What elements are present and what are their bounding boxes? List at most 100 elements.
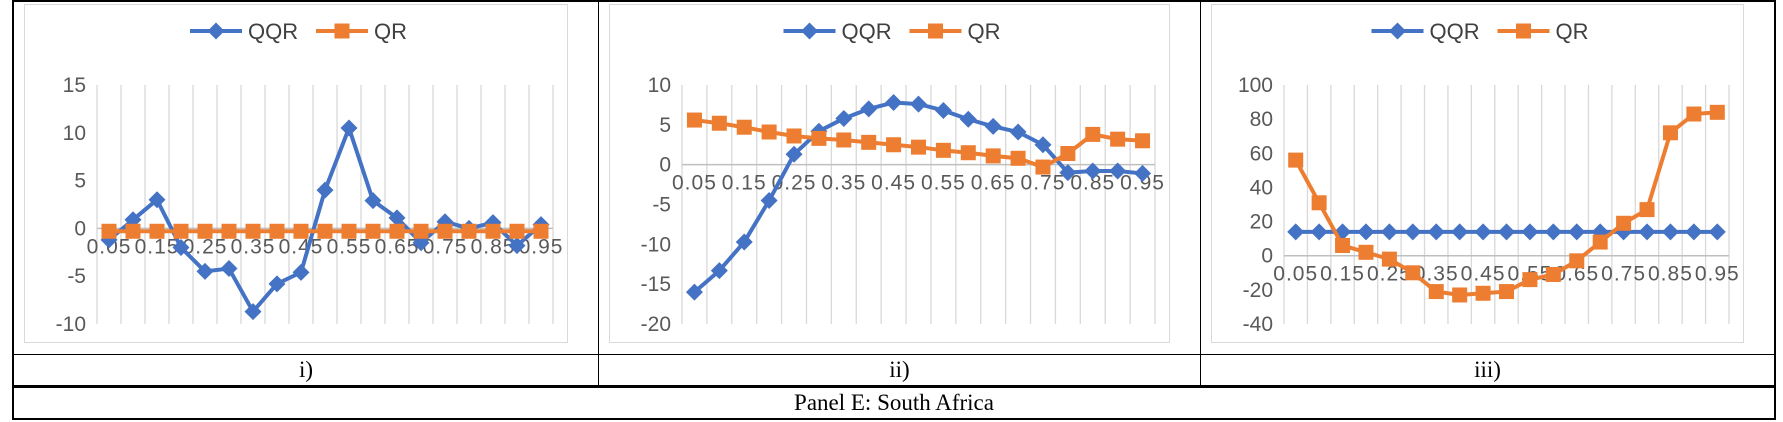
square-marker — [1358, 244, 1374, 260]
panel-label-i: i) — [298, 357, 314, 382]
x-tick-label: 0.55 — [921, 172, 966, 195]
x-tick-label: 0.15 — [1320, 263, 1365, 286]
diamond-marker — [388, 209, 406, 227]
legend-item-qr: QR — [316, 19, 407, 44]
y-tick-label: 15 — [63, 74, 86, 97]
x-tick-label: 0.75 — [423, 235, 468, 258]
square-marker — [786, 128, 802, 144]
x-tick-label: 0.35 — [821, 172, 866, 195]
square-marker — [861, 134, 877, 150]
square-marker — [1035, 159, 1051, 175]
diamond-marker — [1521, 223, 1539, 241]
y-tick-label: -40 — [1243, 313, 1273, 336]
panel-label-iii: iii) — [1474, 357, 1501, 382]
x-tick-label: 0.85 — [1070, 172, 1115, 195]
y-tick-label: 80 — [1250, 108, 1273, 131]
table-caption: Panel E: South Africa — [794, 390, 994, 415]
y-tick-label: 100 — [1238, 74, 1273, 97]
caption-row: Panel E: South Africa — [14, 385, 1774, 418]
square-marker — [334, 23, 350, 39]
y-tick-label: -20 — [1243, 279, 1273, 302]
diamond-marker — [364, 192, 382, 210]
panel-i-cell: 15 10 5 0 -5 -10 0.050.150.250.350.450.550.650… — [14, 2, 599, 354]
square-marker — [811, 130, 827, 146]
series-qqr — [685, 94, 1152, 301]
y-tick-label: 0 — [659, 154, 671, 177]
x-tick-label: 0.15 — [722, 172, 767, 195]
diamond-marker — [148, 191, 166, 209]
y-axis-tick-labels: 15 10 5 0 -5 -10 — [56, 74, 86, 336]
legend-item-qqr: QQR — [1371, 19, 1480, 44]
gridlines — [1283, 85, 1730, 324]
diamond-marker — [1427, 223, 1445, 241]
diamond-marker — [685, 283, 703, 301]
diamond-marker — [220, 260, 238, 278]
square-marker — [221, 223, 237, 239]
x-tick-label: 0.05 — [1273, 263, 1318, 286]
figure-table: 151050-5-100.050.150.250.350.450.550.650… — [12, 0, 1776, 420]
diamond-marker — [1708, 223, 1726, 241]
square-marker — [317, 223, 333, 239]
y-axis-tick-labels: 10 5 0 -5 -10 -15 -20 — [641, 74, 671, 336]
diamond-marker — [1380, 223, 1398, 241]
square-marker — [1428, 284, 1444, 300]
diamond-marker — [785, 145, 803, 163]
square-marker — [1545, 266, 1561, 282]
diamond-marker — [1474, 223, 1492, 241]
square-marker — [1522, 272, 1538, 288]
x-tick-label: 0.45 — [871, 172, 916, 195]
square-marker — [1135, 133, 1151, 149]
square-marker — [1686, 106, 1702, 122]
diamond-marker — [801, 22, 818, 40]
square-marker — [1010, 150, 1026, 166]
diamond-marker — [1310, 223, 1328, 241]
diamond-marker — [1451, 223, 1469, 241]
diamond-marker — [340, 119, 358, 137]
diamond-marker — [1287, 223, 1305, 241]
diamond-marker — [244, 303, 262, 321]
diamond-marker — [508, 237, 526, 255]
square-marker — [1381, 251, 1397, 267]
square-marker — [886, 137, 902, 153]
x-tick-label: 0.55 — [327, 235, 372, 258]
square-marker — [1288, 152, 1304, 168]
y-tick-label: -15 — [641, 273, 671, 296]
diamond-marker — [735, 233, 753, 251]
x-tick-label: 0.75 — [1601, 263, 1646, 286]
square-marker — [1085, 126, 1101, 142]
square-marker — [509, 223, 525, 239]
y-tick-label: 10 — [63, 122, 86, 145]
x-tick-label: 0.25 — [1367, 263, 1412, 286]
square-marker — [173, 223, 189, 239]
diamond-marker — [172, 239, 190, 257]
series-qr — [1288, 104, 1725, 303]
square-marker — [1405, 265, 1421, 281]
diamond-marker — [1034, 136, 1052, 154]
diamond-marker — [1059, 164, 1077, 182]
panel-label-iii-cell: iii) — [1201, 355, 1774, 385]
diamond-marker — [760, 192, 778, 210]
y-tick-label: 5 — [74, 170, 86, 193]
series-qqr — [1287, 223, 1726, 241]
diamond-marker — [1568, 223, 1586, 241]
x-tick-label: 0.65 — [971, 172, 1016, 195]
x-tick-label: 0.45 — [1461, 263, 1506, 286]
square-marker — [245, 223, 261, 239]
series-qqr — [100, 119, 550, 321]
diamond-marker — [1638, 223, 1656, 241]
diamond-marker — [268, 275, 286, 293]
y-tick-label: 60 — [1250, 142, 1273, 165]
square-marker — [935, 142, 951, 158]
square-marker — [1060, 146, 1076, 162]
square-marker — [1452, 287, 1468, 303]
gridlines — [681, 85, 1156, 324]
legend-label: QQR — [842, 19, 892, 44]
diamond-marker — [984, 117, 1002, 135]
diamond-marker — [1109, 162, 1127, 180]
diamond-marker — [835, 109, 853, 127]
y-tick-label: 20 — [1250, 211, 1273, 234]
x-tick-label: 0.95 — [1120, 172, 1165, 195]
square-marker — [1639, 202, 1655, 218]
y-tick-label: -5 — [67, 265, 86, 288]
